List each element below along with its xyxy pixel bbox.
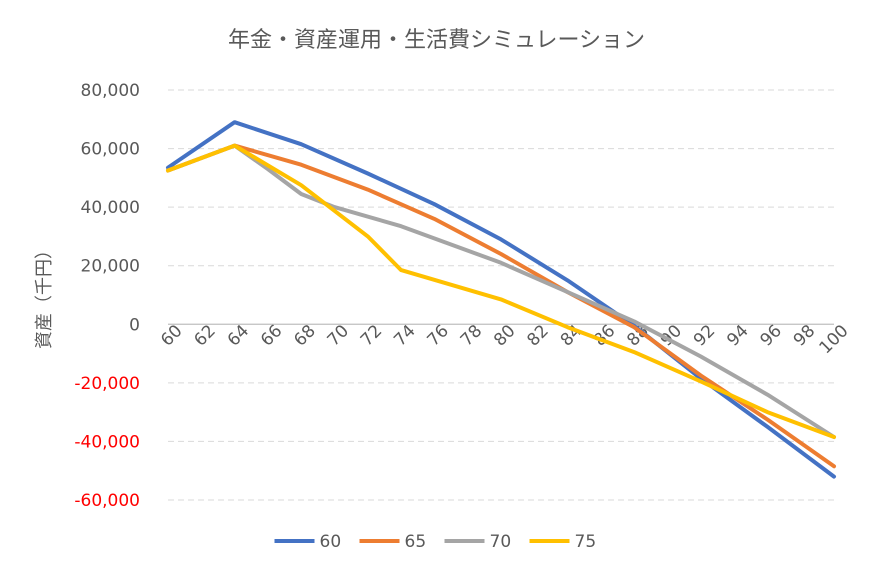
y-tick-label: 0 — [129, 315, 140, 335]
x-tick-label: 78 — [457, 321, 486, 350]
series-line-70 — [166, 143, 836, 439]
x-tick-label: 68 — [290, 321, 319, 350]
x-tick-label: 74 — [390, 321, 419, 350]
y-tick-label: -20,000 — [74, 374, 140, 394]
series-line-65 — [166, 143, 836, 469]
y-tick-label: 80,000 — [81, 81, 140, 101]
x-tick-label: 62 — [190, 321, 219, 350]
x-tick-label: 82 — [523, 321, 552, 350]
y-axis-title: 資産（千円） — [34, 241, 55, 349]
x-tick-label: 72 — [357, 321, 386, 350]
chart-title: 年金・資産運用・生活費シミュレーション — [227, 28, 646, 53]
x-tick-label: 64 — [224, 321, 253, 350]
legend-label: 65 — [405, 532, 427, 552]
x-tick-label: 80 — [490, 321, 519, 350]
x-tick-label: 94 — [723, 321, 752, 350]
series-line-60 — [166, 120, 836, 479]
legend-label: 75 — [575, 532, 597, 552]
series-line-75 — [166, 143, 836, 439]
y-tick-label: 40,000 — [81, 198, 140, 218]
x-tick-label: 66 — [257, 321, 286, 350]
y-tick-label: 20,000 — [81, 257, 140, 277]
x-tick-label: 76 — [424, 321, 453, 350]
legend-label: 60 — [320, 532, 342, 552]
x-tick-label: 60 — [157, 321, 186, 350]
y-tick-label: -40,000 — [74, 432, 140, 452]
x-tick-label: 92 — [690, 321, 719, 350]
x-tick-label: 98 — [790, 321, 819, 350]
x-tick-label: 70 — [324, 321, 353, 350]
x-tick-label: 100 — [815, 321, 852, 358]
x-tick-label: 96 — [757, 321, 786, 350]
y-tick-label: 60,000 — [81, 140, 140, 160]
legend-label: 70 — [490, 532, 512, 552]
y-tick-label: -60,000 — [74, 491, 140, 511]
